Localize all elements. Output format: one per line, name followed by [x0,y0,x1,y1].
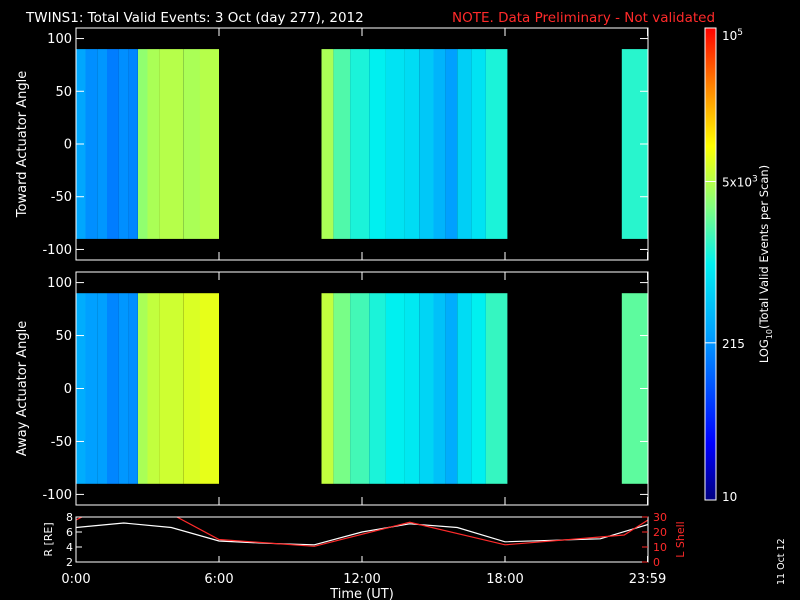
away-heatmap-cell [445,293,458,484]
toward-heatmap-cell [485,49,508,239]
away-y-tick-label: -50 [51,435,72,450]
away-y-tick-label: -100 [42,488,72,503]
away-y-tick-label: 100 [47,276,72,291]
away-heatmap-cell [97,293,107,484]
toward-heatmap-cell [385,49,405,239]
toward-y-tick-label: 0 [64,138,72,153]
time-axis-tick-label: 12:00 [343,572,380,587]
away-heatmap-cell [138,293,148,484]
toward-heatmap-cell [321,49,334,239]
toward-heatmap-cell [419,49,434,239]
toward-y-tick-label: -50 [51,190,72,205]
away-heatmap-cell [404,293,420,484]
toward-heatmap-cell [333,49,351,239]
radius-axis-label: R [RE] [42,522,55,556]
away-heatmap-cell [128,293,138,484]
away-heatmap-cell [183,293,200,484]
away-heatmap-cell [350,293,370,484]
time-axis-tick-label: 0:00 [61,572,90,587]
toward-heatmap-cell [350,49,370,239]
away-actuator-panel: 100 50 0 -50 -100 Away Actuator Angle [15,271,649,506]
toward-heatmap-cell [404,49,420,239]
colorbar-tick-label: 5x103 [722,175,758,190]
orbit-right-tick-label: 10 [653,541,667,554]
orbit-left-tick-label: 8 [66,511,73,524]
away-heatmap-cell [333,293,351,484]
away-heatmap-cell [385,293,405,484]
toward-heatmap-cell [159,49,184,239]
chart-title: TWINS1: Total Valid Events: 3 Oct (day 2… [25,10,364,26]
away-heatmap-cell [485,293,508,484]
orbit-right-tick-label: 30 [653,511,667,524]
l-shell-series-line [76,517,648,547]
away-heatmap-cell [118,293,129,484]
orbit-left-tick-label: 2 [66,556,73,569]
toward-y-tick-label: -100 [42,243,72,258]
toward-heatmap-cell [471,49,486,239]
colorbar-scale [704,27,717,501]
toward-heatmap-cell [138,49,148,239]
toward-heatmap-cell [85,49,98,239]
orbit-right-tick-label: 20 [653,526,667,539]
away-heatmap-cell [199,293,219,484]
toward-heatmap-cell [457,49,472,239]
toward-heatmap-cell [118,49,129,239]
toward-heatmap-cell [433,49,446,239]
toward-heatmap-cell [199,49,219,239]
colorbar-tick-label: 105 [722,28,743,43]
toward-y-tick-label: 100 [47,32,72,47]
toward-heatmap-cell [183,49,200,239]
orbit-left-tick-label: 4 [66,541,73,554]
away-y-axis-label: Away Actuator Angle [15,321,30,456]
time-axis-tick-label: 6:00 [204,572,233,587]
orbit-right-tick-label: 0 [653,556,660,569]
toward-heatmap-cell [369,49,386,239]
away-heatmap-cell [85,293,98,484]
toward-heatmap-cell [147,49,160,239]
away-heatmap-cell [419,293,434,484]
time-axis-tick-label: 18:00 [486,572,523,587]
toward-heatmap-cell [128,49,138,239]
l-shell-axis-label: L Shell [674,521,687,557]
away-heatmap-cell [433,293,446,484]
orbit-left-tick-label: 6 [66,526,73,539]
toward-y-tick-label: 50 [55,85,72,100]
orbit-panel: 8 6 4 2 30 20 10 0 0:00 6:00 12:00 18:00 23:59 Time (… [42,511,687,600]
time-axis-tick-label: 23:59 [629,572,666,587]
colorbar-ticks: 105 5x103 215 10 [705,27,758,504]
away-y-tick-label: 0 [64,382,72,397]
away-heatmap-cell [471,293,486,484]
side-date: 11 Oct 12 [776,538,787,585]
away-heatmap-cell [147,293,160,484]
away-heatmap-cell [369,293,386,484]
toward-heatmap-cell [97,49,107,239]
time-axis-label: Time (UT) [329,587,394,600]
away-heatmap-cell [457,293,472,484]
colorbar-tick-label: 215 [722,337,745,351]
toward-y-axis-label: Toward Actuator Angle [15,71,30,218]
toward-actuator-panel: 100 50 0 -50 -100 Toward Actuator Angle [15,27,649,261]
colorbar-tick-label: 10 [722,490,737,504]
away-heatmap-cell [159,293,184,484]
colorbar: 105 5x103 215 10 LOG10(Total Valid Events p… [704,27,774,504]
away-heatmap-cell [321,293,334,484]
toward-heatmap-cell [445,49,458,239]
preliminary-note: NOTE. Data Preliminary - Not validated [452,10,715,26]
colorbar-label: LOG10(Total Valid Events per Scan) [757,165,774,363]
away-y-tick-label: 50 [55,329,72,344]
toward-heatmap-cell [107,49,119,239]
away-heatmap-cell [107,293,119,484]
